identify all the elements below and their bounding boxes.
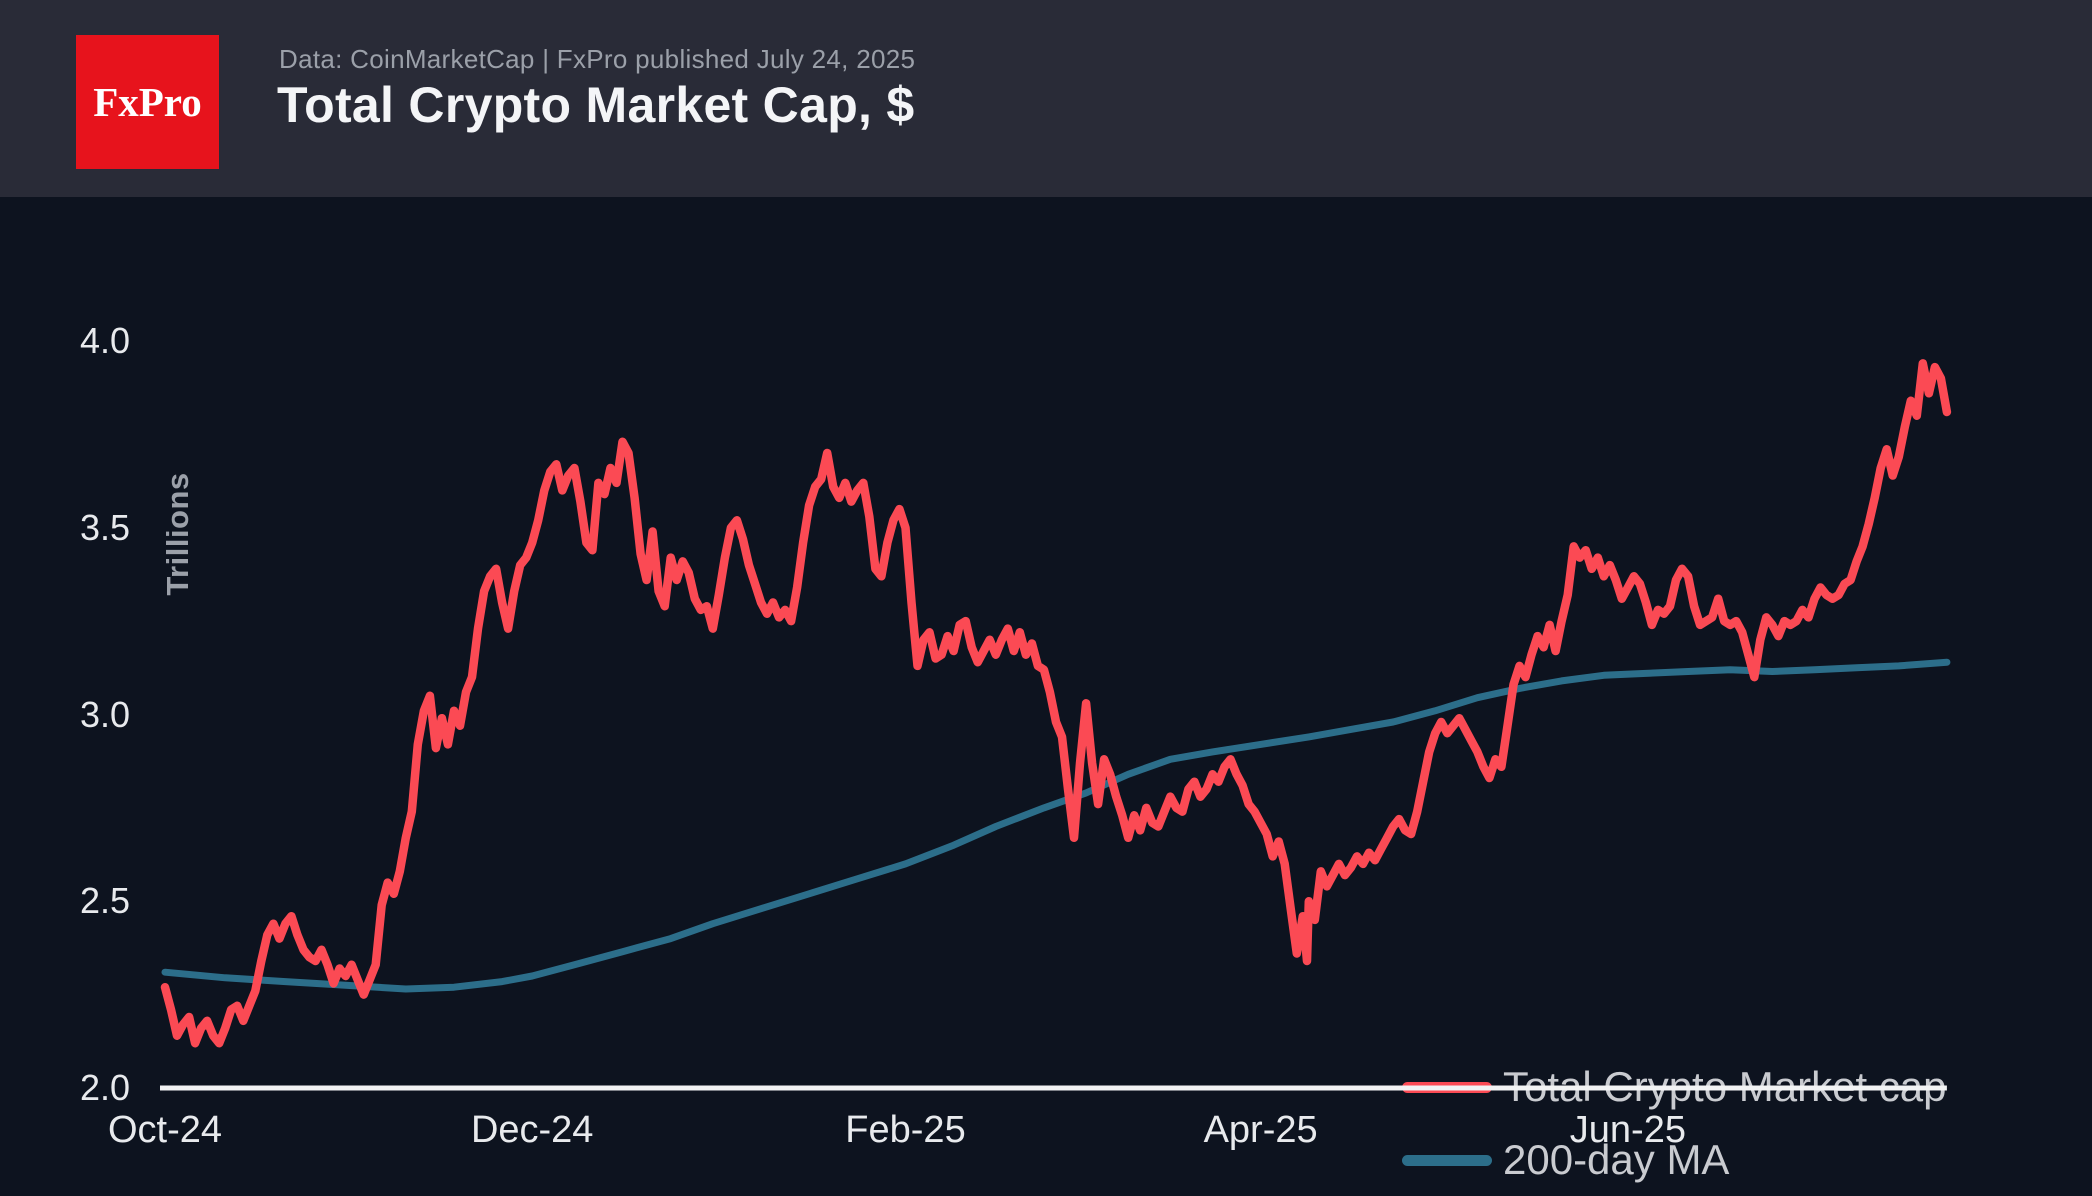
legend-item-200-day-ma: 200-day MA	[1402, 1132, 1729, 1188]
fxpro-logo-text: FxPro	[93, 79, 202, 125]
y-tick-label: 2.0	[79, 1067, 130, 1108]
legend-swatch-blue-line	[1402, 1154, 1492, 1166]
header-bar: FxPro Data: CoinMarketCap | FxPro publis…	[0, 0, 2092, 197]
fxpro-logo: FxPro	[76, 35, 219, 169]
x-tick-label: Feb-25	[845, 1109, 966, 1151]
page-title: Total Crypto Market Cap, $	[277, 77, 915, 133]
y-tick-label: 4.0	[79, 320, 130, 361]
ma-200-line	[161, 658, 1951, 993]
x-tick-label: Jun-25	[1569, 1109, 1686, 1151]
market-cap-line	[160, 359, 1952, 1048]
x-tick-label: Oct-24	[107, 1109, 223, 1151]
y-tick-label: 3.5	[79, 506, 130, 548]
legend-label-200-day-ma: 200-day MA	[1503, 1136, 1730, 1183]
x-tick-label: Apr-25	[1203, 1109, 1318, 1151]
chart-source-caption: Data: CoinMarketCap | FxPro published Ju…	[279, 44, 916, 74]
y-tick-label: 2.5	[79, 880, 130, 922]
chart-area: Trillions 4.0 3.5 3.0 2.5 2.0 Oct-24 Dec-24 Fe…	[0, 197, 2092, 1196]
x-tick-label: Dec-24	[470, 1109, 594, 1151]
y-tick-label: 3.0	[79, 693, 130, 735]
